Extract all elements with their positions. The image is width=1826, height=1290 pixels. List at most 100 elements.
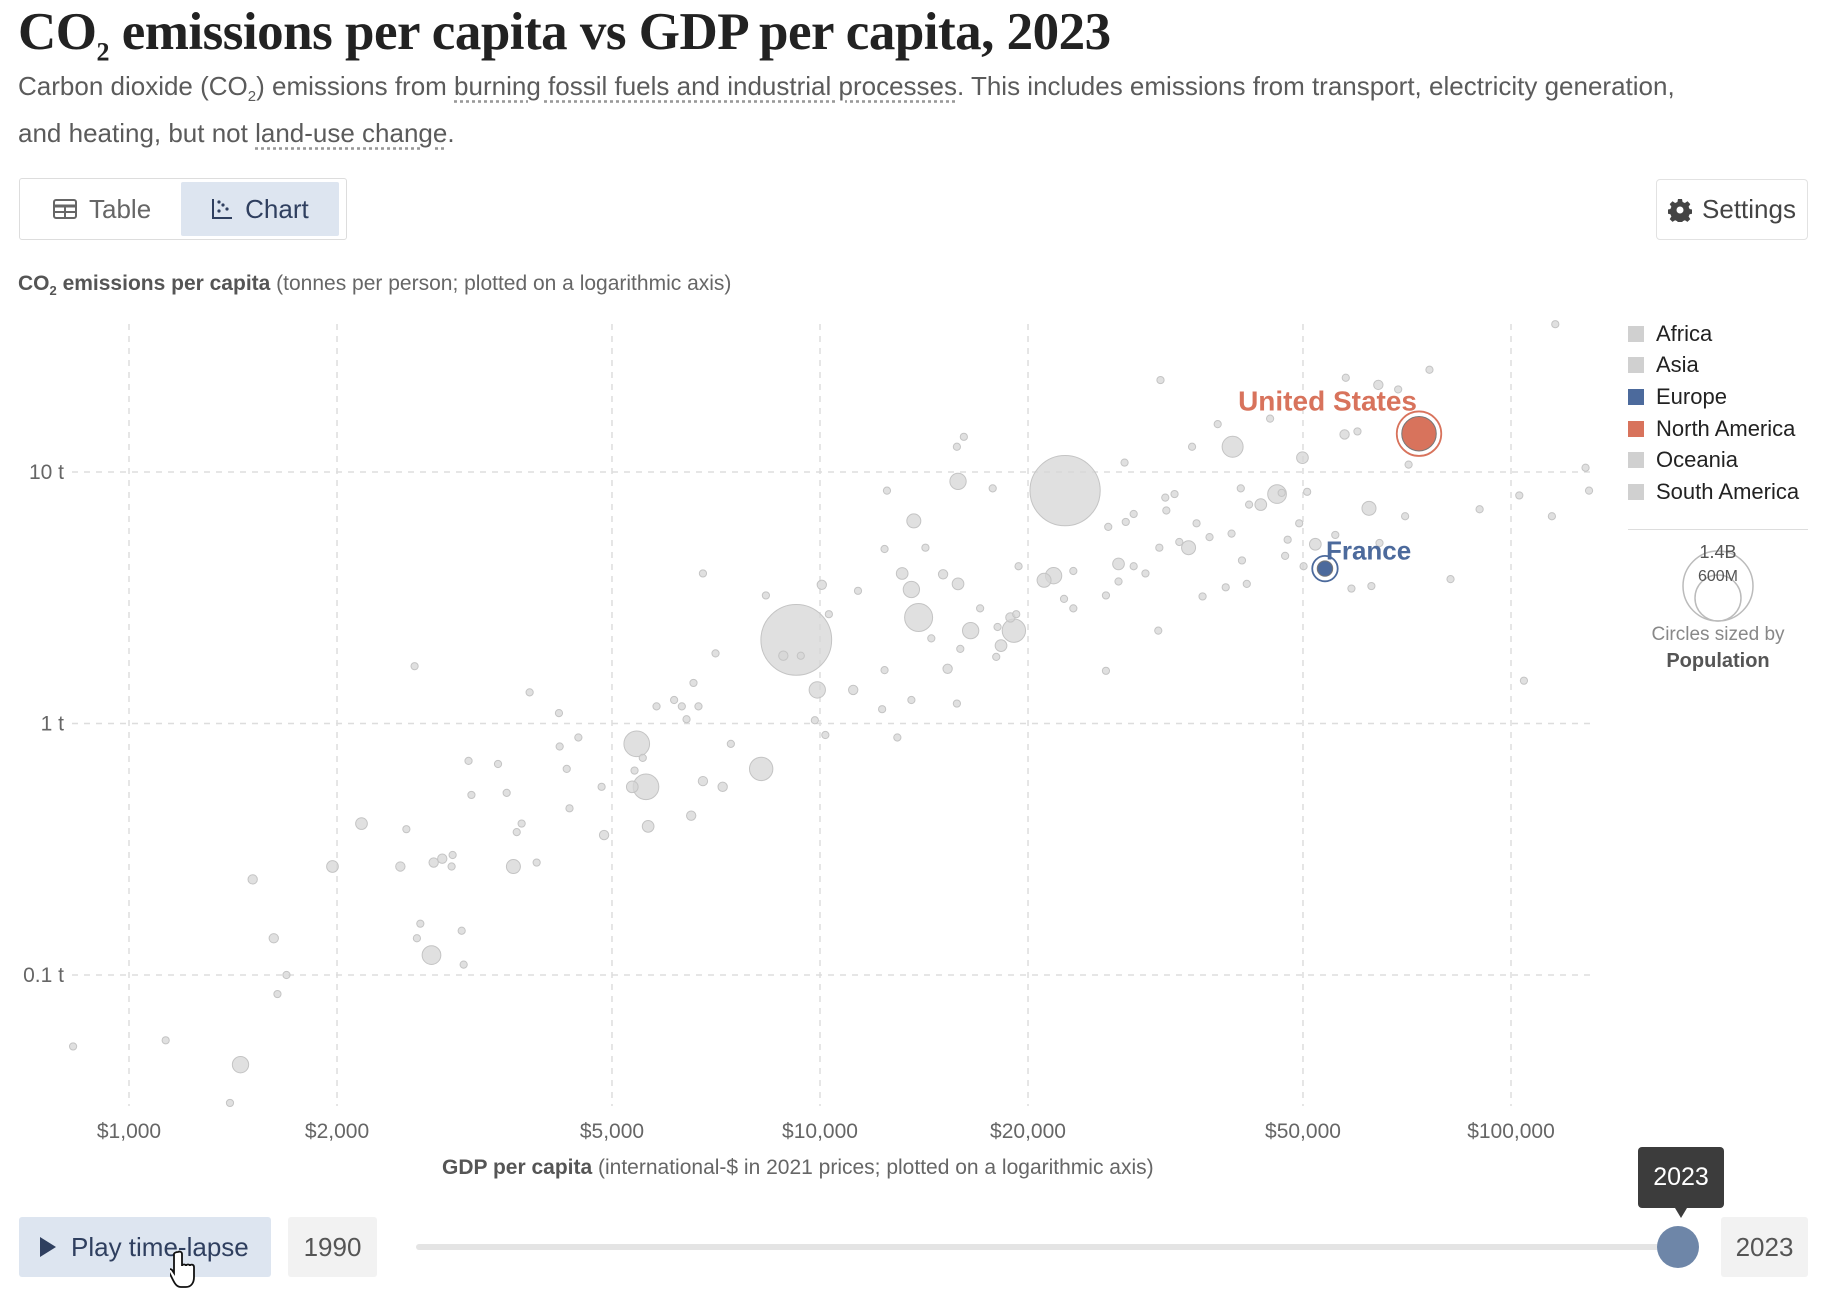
legend-swatch xyxy=(1628,325,1644,342)
data-point xyxy=(1296,451,1309,465)
legend-item[interactable]: South America xyxy=(1628,476,1808,508)
legend-item[interactable]: Europe xyxy=(1628,381,1808,413)
data-point xyxy=(457,926,466,935)
play-timelapse-button[interactable]: Play time-lapse xyxy=(19,1217,271,1277)
data-point xyxy=(698,569,708,578)
data-point xyxy=(502,788,511,797)
data-point xyxy=(1221,435,1244,458)
size-note-text: Circles sized by xyxy=(1651,624,1785,645)
legend-swatch xyxy=(1628,357,1644,374)
settings-button[interactable]: Settings xyxy=(1656,179,1808,240)
data-point xyxy=(1361,500,1377,516)
size-legend-circles: 1.4B 600M xyxy=(1682,542,1754,622)
data-point xyxy=(1425,365,1434,374)
tab-table[interactable]: Table xyxy=(23,182,181,236)
data-point xyxy=(326,860,339,873)
start-year-button[interactable]: 1990 xyxy=(288,1217,377,1277)
data-point xyxy=(1114,577,1123,586)
y-axis-title-bold-rest: emissions per capita xyxy=(56,272,271,295)
data-point xyxy=(988,484,997,493)
data-point xyxy=(1446,575,1455,584)
legend-item[interactable]: Asia xyxy=(1628,350,1808,382)
data-point xyxy=(880,544,889,554)
data-point xyxy=(1547,512,1556,521)
data-point xyxy=(1283,535,1292,544)
y-axis-title: CO2 emissions per capita (tonnes per per… xyxy=(18,272,731,298)
data-point xyxy=(525,688,534,697)
x-tick-label: $10,000 xyxy=(782,1120,858,1143)
data-point xyxy=(517,819,526,828)
legend-label: Europe xyxy=(1656,383,1727,409)
highlight-point-united-states xyxy=(1401,415,1437,452)
data-point xyxy=(1205,533,1214,542)
legend-swatch xyxy=(1628,420,1644,437)
data-point xyxy=(630,766,639,775)
data-point xyxy=(1266,414,1275,423)
size-label-large: 1.4B xyxy=(1699,542,1736,562)
table-icon xyxy=(53,199,77,219)
data-point xyxy=(1101,591,1111,600)
tab-chart[interactable]: Chart xyxy=(181,182,339,236)
legend-label: North America xyxy=(1656,415,1796,441)
data-point xyxy=(1161,493,1170,502)
land-use-change-link[interactable]: land-use change xyxy=(255,118,448,149)
data-point xyxy=(1227,529,1236,538)
timeline-slider-thumb[interactable] xyxy=(1657,1226,1699,1268)
data-point xyxy=(694,702,703,711)
data-point xyxy=(959,432,968,441)
data-point xyxy=(1001,618,1027,643)
data-point xyxy=(1192,519,1201,528)
data-point xyxy=(1029,455,1101,527)
data-point xyxy=(282,970,291,980)
data-point xyxy=(1277,488,1286,497)
data-point xyxy=(421,945,442,965)
chart-title: CO2 emissions per capita vs GDP per capi… xyxy=(18,2,1111,68)
y-axis-title-bold: CO xyxy=(18,272,50,295)
data-point xyxy=(231,1056,250,1074)
x-tick-label: $100,000 xyxy=(1467,1120,1555,1143)
data-point xyxy=(1154,626,1163,635)
data-point xyxy=(493,759,503,769)
data-point xyxy=(1242,579,1251,588)
data-point xyxy=(428,857,439,868)
data-point xyxy=(1373,379,1384,391)
legend-swatch xyxy=(1628,388,1644,405)
data-point xyxy=(652,702,661,711)
x-tick-label: $2,000 xyxy=(305,1120,369,1143)
data-point xyxy=(1155,543,1164,552)
data-point xyxy=(247,874,258,885)
timeline-slider-track[interactable] xyxy=(416,1244,1678,1250)
data-point xyxy=(1401,512,1410,521)
legend-label: Oceania xyxy=(1656,447,1738,473)
data-point xyxy=(1129,562,1138,571)
data-point xyxy=(906,513,922,529)
data-point xyxy=(1519,676,1529,685)
fossil-fuels-link[interactable]: burning fossil fuels and industrial proc… xyxy=(454,71,957,101)
gear-icon xyxy=(1668,198,1693,222)
data-point xyxy=(956,644,965,653)
data-point xyxy=(1104,522,1113,531)
data-point xyxy=(412,934,421,943)
data-point xyxy=(1181,540,1197,556)
data-point xyxy=(1303,487,1312,496)
data-point xyxy=(992,652,1001,661)
legend-item[interactable]: Oceania xyxy=(1628,444,1808,476)
data-point xyxy=(1375,538,1384,548)
subtitle-text: . xyxy=(447,118,455,149)
data-point xyxy=(748,756,774,782)
data-point xyxy=(1162,506,1171,515)
data-point xyxy=(952,699,961,708)
data-point xyxy=(878,705,887,714)
data-point xyxy=(1236,484,1245,493)
data-point xyxy=(225,1098,235,1108)
subtitle-subscript: 2 xyxy=(247,88,257,106)
data-point xyxy=(717,781,728,793)
data-point xyxy=(761,591,770,600)
data-point xyxy=(1036,572,1052,588)
end-year-button[interactable]: 2023 xyxy=(1721,1217,1808,1277)
data-point xyxy=(760,604,833,676)
data-point xyxy=(565,804,574,813)
legend-item[interactable]: Africa xyxy=(1628,318,1808,350)
data-point xyxy=(641,820,655,833)
legend-item[interactable]: North America xyxy=(1628,413,1808,445)
